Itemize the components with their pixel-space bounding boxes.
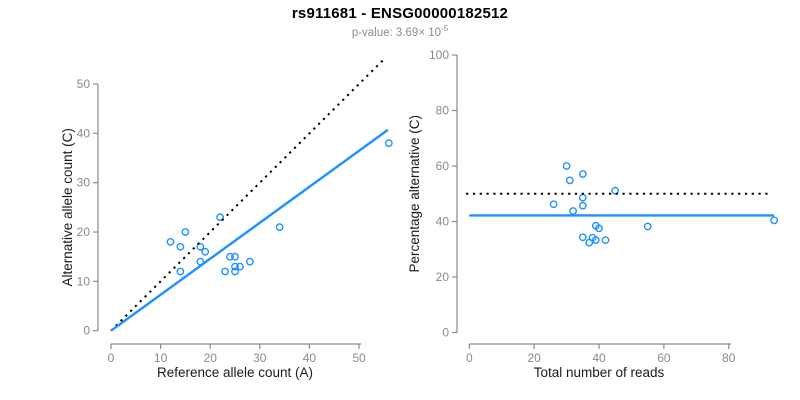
data-point — [176, 242, 185, 251]
y-tick-label: 20 — [77, 225, 91, 239]
x-tick-label: 30 — [253, 351, 267, 365]
y-tick-label: 80 — [436, 104, 450, 118]
data-point — [585, 238, 594, 247]
y-tick-label: 50 — [77, 77, 91, 91]
x-tick-label: 50 — [352, 351, 366, 365]
x-tick-label: 20 — [204, 351, 218, 365]
data-point — [231, 252, 239, 261]
p-value-exponent: -5 — [441, 24, 449, 33]
figure-title: rs911681 - ENSG00000182512 — [291, 5, 509, 22]
y-tick-label: 0 — [83, 324, 90, 338]
p-value-text: p-value: 3.69× 10 — [351, 26, 442, 39]
y-tick-label: 100 — [429, 48, 449, 62]
y-axis-title: Percentage alternative (C) — [407, 115, 422, 273]
data-point — [196, 242, 205, 251]
x-tick-label: 40 — [592, 351, 606, 365]
x-axis-title: Total number of reads — [534, 365, 665, 380]
data-point — [236, 262, 244, 271]
x-tick-label: 0 — [108, 351, 115, 365]
data-point — [221, 267, 230, 276]
data-point — [565, 176, 574, 185]
fit-line — [110, 128, 389, 332]
data-point — [578, 193, 587, 202]
right-scatter-percentage: 0 20 40 60 80 100 0 20 40 60 80 Total number of rea… — [407, 48, 778, 380]
y-tick-label: 30 — [77, 176, 91, 190]
data-point — [562, 162, 571, 170]
y-tick-label: 10 — [77, 274, 91, 288]
y-tick-label: 60 — [436, 159, 450, 173]
data-point — [643, 222, 652, 231]
x-axis-title: Reference allele count (A) — [157, 365, 313, 380]
data-point — [549, 200, 558, 209]
y-tick-label: 0 — [442, 326, 449, 340]
x-tick-label: 20 — [527, 351, 541, 365]
data-point — [601, 236, 610, 245]
x-tick-label: 0 — [466, 351, 473, 365]
y-tick-label: 40 — [436, 215, 450, 229]
data-point — [578, 201, 587, 210]
y-tick-label: 20 — [436, 270, 450, 284]
data-point — [569, 207, 577, 215]
data-point — [275, 223, 284, 232]
data-point — [231, 267, 239, 276]
x-tick-label: 80 — [722, 351, 736, 365]
data-point — [226, 252, 234, 261]
data-point — [611, 186, 620, 195]
x-tick-label: 10 — [154, 351, 168, 365]
data-point — [770, 216, 778, 225]
x-tick-label: 60 — [657, 351, 671, 365]
data-point — [578, 170, 587, 178]
data-point — [181, 228, 190, 236]
data-point — [245, 257, 254, 266]
data-point — [591, 236, 600, 245]
data-point — [578, 233, 587, 242]
data-point — [166, 237, 175, 246]
data-point — [384, 139, 393, 148]
figure-header: rs911681 - ENSG00000182512 p-value: 3.69… — [0, 0, 800, 39]
data-point — [176, 267, 185, 276]
y-axis-title: Alternative allele count (C) — [60, 128, 75, 286]
p-value-label: p-value: 3.69× 10-5 — [0, 24, 800, 39]
identity-line — [110, 56, 387, 332]
left-scatter-allele-counts: 0 10 20 30 40 50 0 10 20 30 40 50 Reference allele c… — [60, 56, 393, 380]
data-point — [595, 224, 603, 233]
data-point — [216, 213, 225, 222]
data-point — [231, 262, 239, 271]
x-tick-label: 40 — [303, 351, 317, 365]
data-point — [201, 247, 210, 256]
y-tick-label: 40 — [77, 126, 91, 140]
